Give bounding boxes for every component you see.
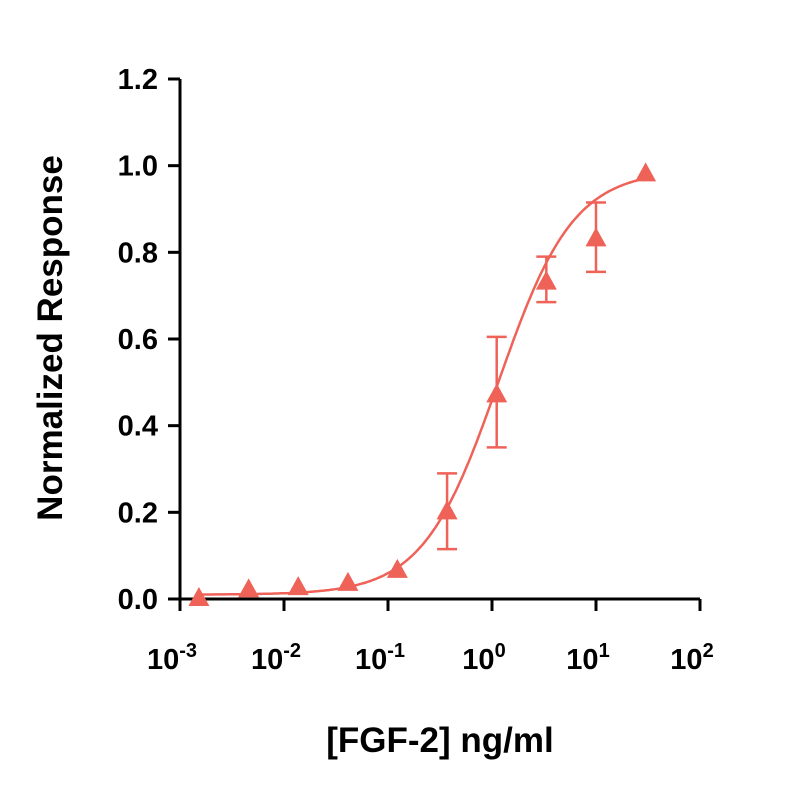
x-tick-label: 10-2 (251, 640, 301, 676)
y-tick-label: 0.8 (118, 237, 158, 269)
x-tick-label: 102 (670, 640, 713, 676)
y-tick-label: 0.0 (118, 584, 158, 616)
data-point-triangle (635, 162, 657, 182)
y-tick-label: 1.0 (118, 151, 158, 183)
y-axis-title: Normalized Response (31, 155, 70, 521)
x-tick-label: 10-1 (355, 640, 405, 676)
data-points (188, 162, 657, 606)
data-point-triangle (436, 500, 458, 520)
data-point-triangle (486, 383, 508, 403)
x-tick-label: 101 (566, 640, 609, 676)
x-tick-label: 100 (462, 640, 505, 676)
data-point-triangle (287, 576, 309, 596)
y-tick-label: 1.2 (118, 64, 158, 96)
data-point-triangle (535, 270, 557, 290)
y-tick-label: 0.2 (118, 497, 158, 529)
data-point-triangle (337, 571, 359, 591)
data-point-triangle (238, 578, 260, 598)
x-tick-label: 10-3 (147, 640, 197, 676)
data-point-triangle (188, 587, 210, 606)
x-axis-title: [FGF-2] ng/ml (326, 721, 553, 760)
y-tick-label: 0.4 (118, 411, 158, 443)
data-point-triangle (585, 227, 607, 247)
y-tick-label: 0.6 (118, 324, 158, 356)
data-point-triangle (386, 558, 408, 578)
fit-curve (198, 177, 646, 596)
ticks: 0.0 0.2 0.4 0.6 0.8 1.0 1.2 10-3 10-2 10-1 100 101 1… (118, 64, 714, 676)
